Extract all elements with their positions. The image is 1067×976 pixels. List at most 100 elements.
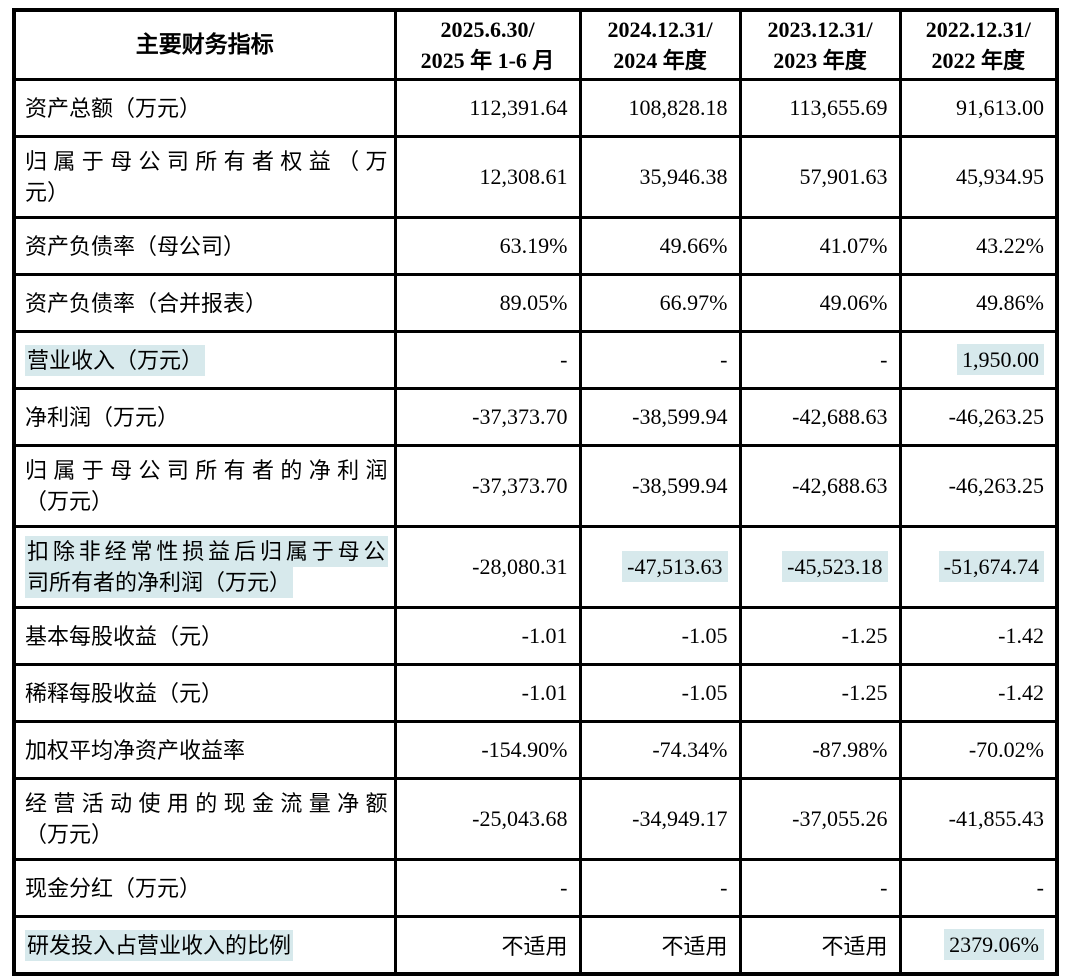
- row-label-line: 归属于母公司所有者的净利润: [25, 455, 388, 487]
- value-text: -1.25: [841, 680, 888, 706]
- value-cell: 108,828.18: [578, 78, 742, 139]
- row-label-text: 司所有者的净利润（万元）: [25, 567, 294, 599]
- row-label-line: 司所有者的净利润（万元）: [25, 567, 388, 599]
- value-text: -1.01: [521, 623, 568, 649]
- row-label-text: 归属于母公司所有者权益（万: [25, 148, 388, 174]
- value-text: 不适用: [661, 934, 728, 960]
- row-label: 加权平均净资产收益率: [12, 720, 397, 781]
- value-cell: -1.42: [898, 663, 1059, 724]
- value-cell: 2379.06%: [898, 915, 1059, 976]
- value-text: 89.05%: [499, 290, 568, 316]
- value-cell: 41.07%: [738, 216, 902, 277]
- value-cell: -37,373.70: [393, 387, 582, 448]
- value-cell: -: [738, 858, 902, 919]
- value-text: 91,613.00: [956, 95, 1044, 121]
- row-label: 资产负债率（合并报表）: [12, 273, 397, 334]
- row-label-text: 基本每股收益（元）: [25, 623, 224, 649]
- value-cell: -1.05: [578, 606, 742, 667]
- row-label-line: 资产负债率（母公司）: [25, 231, 388, 263]
- value-text: -41,855.43: [948, 806, 1044, 832]
- header-period-date: 2024.12.31/: [607, 17, 713, 42]
- value-text: -46,263.25: [948, 473, 1044, 499]
- value-cell: -45,523.18: [738, 525, 902, 610]
- value-text: -34,949.17: [632, 806, 728, 832]
- header-period-date: 2023.12.31/: [767, 17, 873, 42]
- value-cell: -28,080.31: [393, 525, 582, 610]
- value-cell: -1.42: [898, 606, 1059, 667]
- row-label-line: 研发投入占营业收入的比例: [25, 929, 388, 962]
- value-text: 63.19%: [499, 233, 568, 259]
- value-text: -37,373.70: [472, 473, 568, 499]
- header-period-2025h1: 2025.6.30/ 2025 年 1-6 月: [393, 8, 582, 82]
- row-label-text: 营业收入（万元）: [25, 344, 206, 376]
- value-text: 112,391.64: [469, 95, 568, 121]
- value-cell: 113,655.69: [738, 78, 902, 139]
- value-text: 43.22%: [976, 233, 1044, 259]
- header-period-span: 2022 年度: [931, 48, 1025, 74]
- header-period-2024: 2024.12.31/ 2024 年度: [578, 8, 742, 82]
- table-row-net-profit: 净利润（万元） -37,373.70 -38,599.94 -42,688.63 -46…: [12, 387, 1059, 448]
- table-row-weighted-average-roe: 加权平均净资产收益率 -154.90% -74.34% -87.98% -70.02%: [12, 720, 1059, 781]
- financial-indicators-table: 主要财务指标 2025.6.30/ 2025 年 1-6 月 2024.12.3…: [12, 8, 1059, 976]
- value-cell: 63.19%: [393, 216, 582, 277]
- value-text: -70.02%: [968, 737, 1044, 763]
- value-text: -38,599.94: [632, 473, 728, 499]
- value-text: 不适用: [821, 934, 888, 960]
- row-label-text: 扣除非经常性损益后归属于母公: [25, 535, 388, 567]
- value-text: -1.01: [521, 680, 568, 706]
- value-text: -1.42: [998, 623, 1044, 649]
- row-label-text: 资产总额（万元）: [25, 95, 202, 121]
- value-text: -: [880, 347, 888, 373]
- table-row-net-profit-attributable-to-parent: 归属于母公司所有者的净利润 （万元） -37,373.70 -38,599.94 -42…: [12, 444, 1059, 529]
- value-cell: -46,263.25: [898, 444, 1059, 529]
- header-period-span: 2024 年度: [613, 48, 707, 74]
- row-label: 经营活动使用的现金流量净额 （万元）: [12, 777, 397, 862]
- value-cell: -: [393, 330, 582, 391]
- value-cell: -1.25: [738, 606, 902, 667]
- value-cell: -38,599.94: [578, 444, 742, 529]
- value-text: -: [720, 347, 728, 373]
- value-cell: -41,855.43: [898, 777, 1059, 862]
- value-cell: 66.97%: [578, 273, 742, 334]
- financial-indicators-table-wrap: 主要财务指标 2025.6.30/ 2025 年 1-6 月 2024.12.3…: [12, 8, 1059, 976]
- table-row-net-profit-deducting-non-recurring: 扣除非经常性损益后归属于母公 司所有者的净利润（万元） -28,080.31 -47,…: [12, 525, 1059, 610]
- value-text: -28,080.31: [472, 554, 568, 580]
- value-cell: -: [578, 858, 742, 919]
- row-label: 资产负债率（母公司）: [12, 216, 397, 277]
- row-label-text: （万元）: [25, 489, 114, 515]
- value-text: -74.34%: [652, 737, 728, 763]
- value-cell: 89.05%: [393, 273, 582, 334]
- row-label-line: 净利润（万元）: [25, 402, 388, 434]
- value-cell: 49.86%: [898, 273, 1059, 334]
- row-label-text: 资产负债率（合并报表）: [25, 290, 268, 316]
- table-row-equity-attributable-to-parent: 归属于母公司所有者权益（万 元） 12,308.61 35,946.38 57,901.…: [12, 135, 1059, 220]
- value-cell: 1,950.00: [898, 330, 1059, 391]
- value-text: 45,934.95: [956, 164, 1044, 190]
- value-text: -87.98%: [812, 737, 888, 763]
- row-label: 归属于母公司所有者的净利润 （万元）: [12, 444, 397, 529]
- value-cell: -: [393, 858, 582, 919]
- value-cell: -: [578, 330, 742, 391]
- value-text: 113,655.69: [789, 95, 888, 121]
- value-cell: 112,391.64: [393, 78, 582, 139]
- row-label: 扣除非经常性损益后归属于母公 司所有者的净利润（万元）: [12, 525, 397, 610]
- row-label-line: 营业收入（万元）: [25, 344, 388, 377]
- value-text: -46,263.25: [948, 404, 1044, 430]
- value-text: 1,950.00: [957, 344, 1044, 376]
- value-text: -154.90%: [481, 737, 568, 763]
- row-label: 研发投入占营业收入的比例: [12, 915, 397, 976]
- row-label-line: 元）: [25, 177, 388, 209]
- value-cell: -1.05: [578, 663, 742, 724]
- value-cell: -34,949.17: [578, 777, 742, 862]
- value-cell: -42,688.63: [738, 387, 902, 448]
- value-cell: 57,901.63: [738, 135, 902, 220]
- row-label-text: （万元）: [25, 822, 114, 848]
- value-cell: 45,934.95: [898, 135, 1059, 220]
- value-text: 不适用: [501, 934, 568, 960]
- row-label: 营业收入（万元）: [12, 330, 397, 391]
- value-text: -42,688.63: [792, 404, 888, 430]
- row-label-line: 加权平均净资产收益率: [25, 735, 388, 767]
- header-period-2023: 2023.12.31/ 2023 年度: [738, 8, 902, 82]
- table-row-net-cash-flow-operating: 经营活动使用的现金流量净额 （万元） -25,043.68 -34,949.17 -37…: [12, 777, 1059, 862]
- value-text: -1.25: [841, 623, 888, 649]
